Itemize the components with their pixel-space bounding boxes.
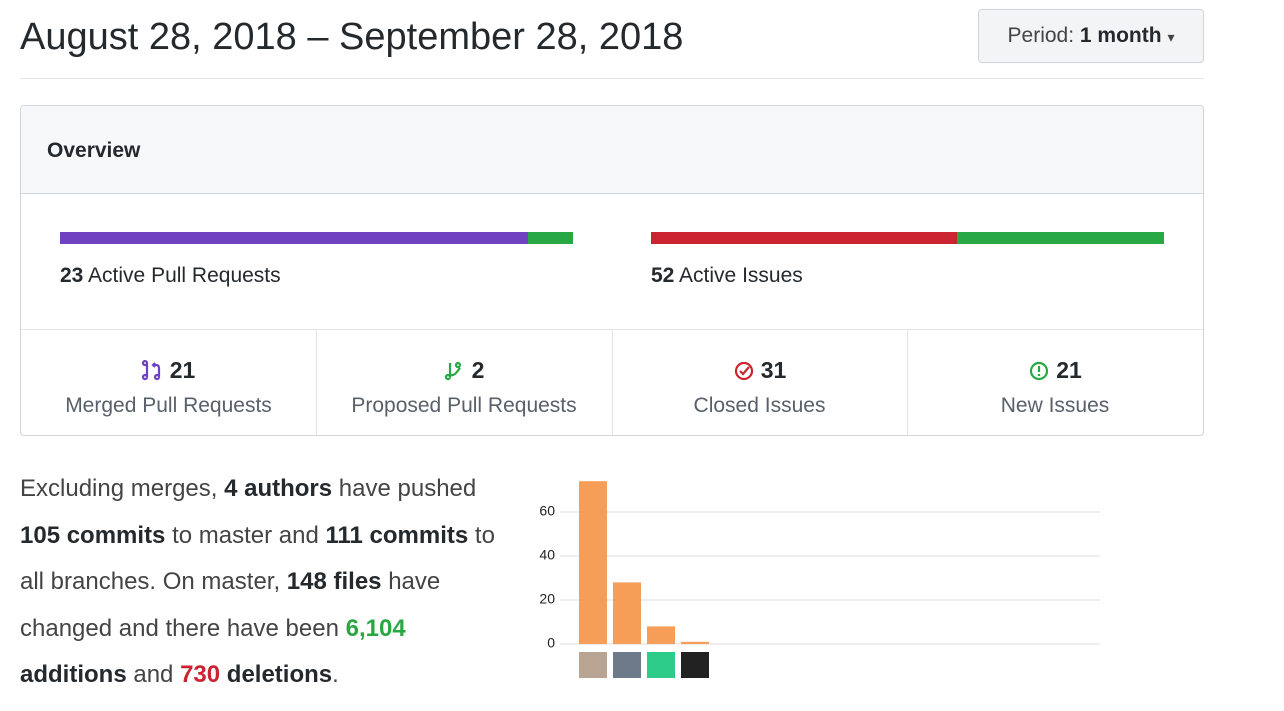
bar-segment <box>528 232 573 244</box>
bar-segment <box>651 232 957 244</box>
issue-bar <box>651 232 1164 244</box>
commit-chart: 0 20 40 60 <box>539 481 1100 678</box>
bar <box>579 481 607 644</box>
stat-count: 21 <box>1056 357 1082 383</box>
stat-label: Proposed Pull Requests <box>351 394 577 417</box>
stat-count: 21 <box>169 357 196 383</box>
summary-highlight: 6,104 <box>345 614 406 642</box>
divider <box>20 78 1204 79</box>
stat-column[interactable]: 2 Proposed Pull Requests <box>317 330 613 435</box>
stat-icon <box>444 361 461 381</box>
summary-text: to all branches. On master, <box>20 521 502 596</box>
pr-summary[interactable]: 23 Active Pull Requests <box>60 264 281 288</box>
stat-label: Closed Issues <box>693 394 826 417</box>
divider <box>21 329 1203 330</box>
overview-box: Overview 23 Active Pull Requests 52 Acti… <box>20 105 1204 436</box>
y-tick-label: 0 <box>547 635 555 651</box>
summary: Excluding merges, 4 authors have pushed … <box>20 466 510 699</box>
stat-icon <box>1030 361 1049 381</box>
y-tick-label: 40 <box>539 547 555 563</box>
y-tick-label: 20 <box>539 591 555 607</box>
period-label: Period: <box>1007 24 1075 47</box>
stat-label: New Issues <box>1000 394 1110 417</box>
stat-column[interactable]: 21 New Issues <box>908 330 1203 435</box>
summary-text: have changed and there have been <box>20 568 447 642</box>
pr-label: Active Pull Requests <box>88 264 281 287</box>
bar <box>647 626 675 644</box>
summary-highlight: 111 commits <box>325 521 469 549</box>
summary-highlight: 148 files <box>286 568 382 595</box>
summary-highlight: 730 <box>180 661 221 688</box>
period-button[interactable]: Period: 1 month ▾ <box>978 9 1204 63</box>
bar-segment <box>956 232 1164 244</box>
issue-summary[interactable]: 52 Active Issues <box>651 264 803 288</box>
stat-number: 2 <box>317 357 612 384</box>
bar <box>613 582 641 644</box>
issue-label: Active Issues <box>679 264 803 287</box>
y-tick-label: 60 <box>539 503 555 519</box>
summary-highlight: 105 commits <box>20 521 166 549</box>
bar <box>681 641 709 644</box>
summary-highlight: deletions <box>220 661 333 688</box>
overview-header: Overview <box>21 106 1203 194</box>
summary-text: to master and <box>165 521 326 549</box>
stat-column[interactable]: 21 Merged Pull Requests <box>21 330 317 435</box>
stat-column[interactable]: 31 Closed Issues <box>612 330 908 435</box>
overview-title: Overview <box>47 139 141 162</box>
author-avatar[interactable] <box>681 652 709 678</box>
summary-highlight: additions <box>20 614 413 688</box>
stat-icon <box>141 359 160 381</box>
bar-segment <box>60 232 529 244</box>
pr-count: 23 <box>60 264 84 287</box>
summary-text: Excluding merges, <box>20 475 225 502</box>
stat-icon <box>734 361 753 381</box>
period-value: 1 month <box>1079 24 1162 47</box>
stat-number: 21 <box>908 357 1203 384</box>
author-avatar[interactable] <box>613 652 641 678</box>
stat-label: Merged Pull Requests <box>65 394 272 417</box>
stat-number: 31 <box>612 357 907 384</box>
author-avatar[interactable] <box>647 652 675 678</box>
pr-bar <box>60 232 573 244</box>
summary-text: and <box>126 661 181 688</box>
stat-number: 21 <box>21 357 316 384</box>
summary-text: have pushed <box>332 475 483 502</box>
summary-text: . <box>332 661 339 688</box>
summary-highlight: 4 authors <box>224 475 333 502</box>
author-avatar[interactable] <box>579 652 607 678</box>
stat-count: 31 <box>760 357 787 383</box>
issue-count: 52 <box>651 264 675 287</box>
page-title: August 28, 2018 – September 28, 2018 <box>20 16 684 58</box>
stat-count: 2 <box>471 357 485 383</box>
